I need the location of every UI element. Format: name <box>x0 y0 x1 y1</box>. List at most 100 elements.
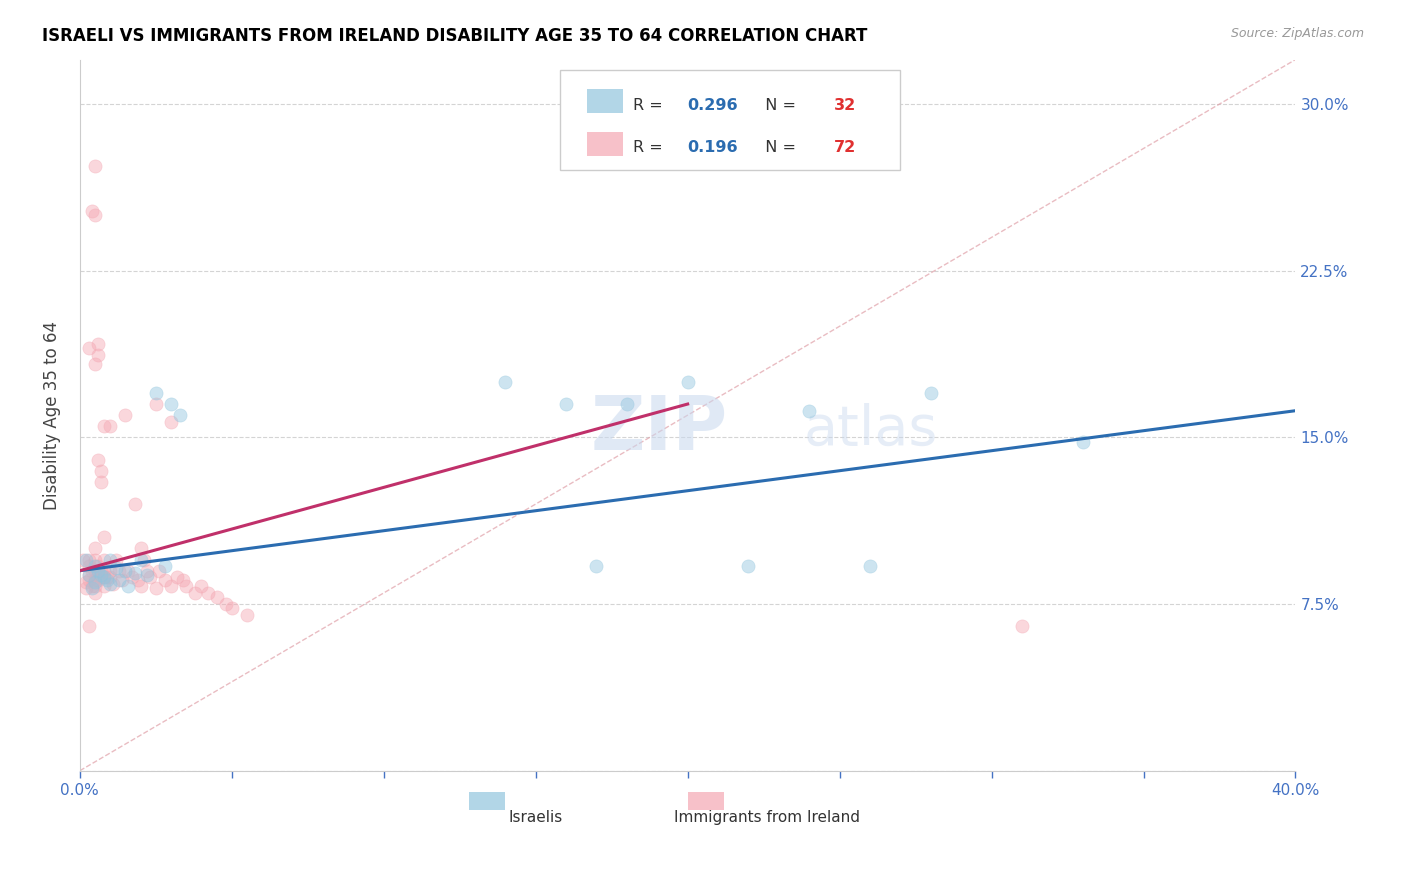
Text: Israelis: Israelis <box>509 810 562 825</box>
Point <box>98 570 121 584</box>
Bar <box>586 132 623 155</box>
Point <box>75 552 97 566</box>
Point <box>90 464 112 478</box>
Point <box>859 559 882 574</box>
Point <box>799 403 821 417</box>
Point <box>236 608 259 623</box>
Text: 32: 32 <box>834 97 856 112</box>
Point <box>190 579 212 593</box>
Point <box>555 397 578 411</box>
Point <box>153 573 176 587</box>
Point <box>124 497 146 511</box>
Point <box>93 570 115 584</box>
Point <box>90 564 112 578</box>
Point <box>87 337 110 351</box>
Point <box>75 574 97 589</box>
Point <box>111 573 134 587</box>
Point <box>87 348 110 362</box>
Point <box>93 552 115 566</box>
Point <box>129 541 152 556</box>
FancyBboxPatch shape <box>560 70 900 169</box>
Point <box>145 397 167 411</box>
Point <box>98 552 121 566</box>
Point <box>135 568 157 582</box>
Point <box>90 475 112 489</box>
Point <box>129 579 152 593</box>
Point <box>121 570 143 584</box>
Point <box>585 559 607 574</box>
Point <box>87 568 110 582</box>
Text: atlas: atlas <box>803 402 938 457</box>
Text: ISRAELI VS IMMIGRANTS FROM IRELAND DISABILITY AGE 35 TO 64 CORRELATION CHART: ISRAELI VS IMMIGRANTS FROM IRELAND DISAB… <box>42 27 868 45</box>
Point <box>166 570 188 584</box>
Point <box>84 541 107 556</box>
Point <box>920 386 942 401</box>
Point <box>96 573 118 587</box>
Bar <box>688 792 724 810</box>
Point <box>72 552 94 566</box>
Point <box>75 582 97 596</box>
Point <box>87 559 110 574</box>
Point <box>77 619 100 633</box>
Point <box>139 570 162 584</box>
Point <box>114 564 136 578</box>
Point <box>494 375 516 389</box>
Point <box>93 570 115 584</box>
Point <box>93 419 115 434</box>
Point <box>87 573 110 587</box>
Point <box>129 552 152 566</box>
Point <box>96 570 118 584</box>
Point <box>80 564 103 578</box>
Point <box>84 559 107 574</box>
Point <box>148 564 170 578</box>
Point <box>1011 619 1033 633</box>
Point <box>221 601 243 615</box>
Point <box>160 579 183 593</box>
Point <box>93 530 115 544</box>
Point <box>153 559 176 574</box>
Point <box>105 561 128 575</box>
Point <box>84 579 107 593</box>
Point <box>93 564 115 578</box>
Point <box>84 586 107 600</box>
Bar <box>586 89 623 113</box>
Point <box>172 573 194 587</box>
Point <box>84 574 107 589</box>
Point <box>84 208 107 222</box>
Point <box>77 342 100 356</box>
Point <box>84 357 107 371</box>
Point <box>87 564 110 578</box>
Point <box>84 564 107 578</box>
Point <box>77 552 100 566</box>
Point <box>87 452 110 467</box>
Text: N =: N = <box>755 97 800 112</box>
Text: ZIP: ZIP <box>591 392 728 466</box>
Text: 0.196: 0.196 <box>688 140 738 155</box>
Point <box>108 573 131 587</box>
Point <box>132 552 155 566</box>
Text: 72: 72 <box>834 140 856 155</box>
Text: R =: R = <box>633 97 668 112</box>
Point <box>160 415 183 429</box>
Point <box>174 579 197 593</box>
Point <box>1071 434 1094 449</box>
Point <box>84 159 107 173</box>
Point <box>160 397 183 411</box>
Point <box>103 577 125 591</box>
Point <box>77 568 100 582</box>
Point <box>90 570 112 584</box>
Point <box>169 408 191 422</box>
Point <box>77 559 100 574</box>
Point <box>98 577 121 591</box>
Text: N =: N = <box>755 140 800 155</box>
Point <box>105 552 128 566</box>
Text: R =: R = <box>633 140 668 155</box>
Point <box>80 579 103 593</box>
Text: 0.296: 0.296 <box>688 97 738 112</box>
Y-axis label: Disability Age 35 to 64: Disability Age 35 to 64 <box>44 320 60 509</box>
Point <box>98 419 121 434</box>
Point <box>80 582 103 596</box>
Point <box>80 203 103 218</box>
Text: Source: ZipAtlas.com: Source: ZipAtlas.com <box>1230 27 1364 40</box>
Point <box>84 573 107 587</box>
